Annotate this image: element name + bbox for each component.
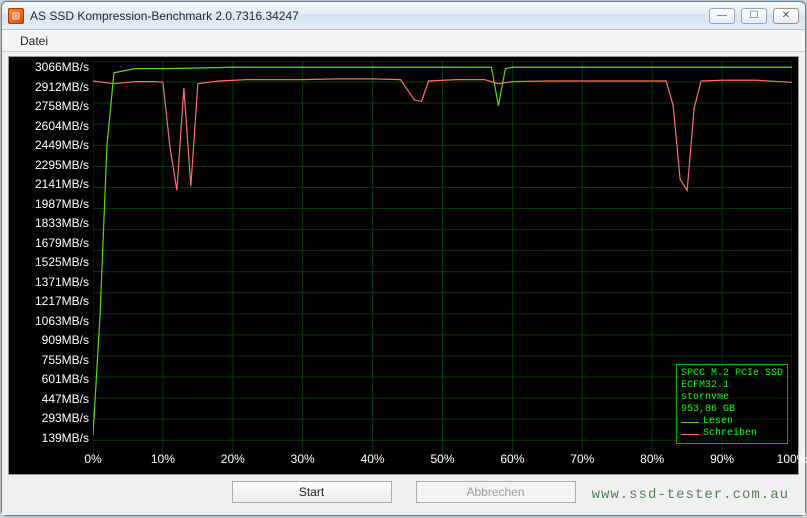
y-tick-label: 2295MB/s [11, 157, 89, 173]
y-tick-label: 1063MB/s [11, 313, 89, 329]
chart-container: 3066MB/s 2912MB/s 2758MB/s 2604MB/s 2449MB/s… [8, 56, 799, 475]
start-button[interactable]: Start [232, 481, 392, 503]
y-tick-label: 1217MB/s [11, 293, 89, 309]
window-title: AS SSD Kompression-Benchmark 2.0.7316.34… [30, 9, 709, 23]
y-tick-label: 1371MB/s [11, 274, 89, 290]
window-controls: — ☐ ✕ [709, 8, 799, 24]
cancel-button: Abbrechen [416, 481, 576, 503]
legend-box: SPCC M.2 PCIe SSD ECFM32.1 stornvme 953,… [676, 364, 788, 444]
x-tick-label: 80% [640, 452, 664, 466]
legend-label-lesen: Lesen [703, 416, 733, 428]
y-tick-label: 909MB/s [11, 332, 89, 348]
legend-swatch-schreiben [681, 434, 699, 435]
x-tick-label: 50% [430, 452, 454, 466]
y-axis-labels: 3066MB/s 2912MB/s 2758MB/s 2604MB/s 2449MB/s… [9, 57, 93, 448]
legend-swatch-lesen [681, 422, 699, 423]
minimize-button[interactable]: — [709, 8, 735, 24]
y-tick-label: 293MB/s [11, 410, 89, 426]
y-tick-label: 139MB/s [11, 430, 89, 446]
y-tick-label: 2912MB/s [11, 79, 89, 95]
legend-capacity: 953,86 GB [681, 404, 783, 416]
y-tick-label: 1679MB/s [11, 235, 89, 251]
legend-driver: stornvme [681, 392, 783, 404]
legend-device-line1: SPCC M.2 PCIe SSD [681, 368, 783, 380]
legend-device-line2: ECFM32.1 [681, 380, 783, 392]
x-tick-label: 40% [361, 452, 385, 466]
y-tick-label: 2449MB/s [11, 137, 89, 153]
y-tick-label: 2758MB/s [11, 98, 89, 114]
x-tick-label: 60% [500, 452, 524, 466]
y-tick-label: 1525MB/s [11, 254, 89, 270]
buttons-row: Start Abbrechen www.ssd-tester.com.au [8, 475, 799, 509]
content-area: 3066MB/s 2912MB/s 2758MB/s 2604MB/s 2449MB/s… [2, 52, 805, 515]
y-tick-label: 755MB/s [11, 352, 89, 368]
legend-label-schreiben: Schreiben [703, 428, 757, 440]
window-frame: AS SSD Kompression-Benchmark 2.0.7316.34… [1, 1, 806, 516]
legend-row-schreiben: Schreiben [681, 428, 783, 440]
watermark-text: www.ssd-tester.com.au [592, 487, 789, 503]
y-tick-label: 2604MB/s [11, 118, 89, 134]
legend-row-lesen: Lesen [681, 416, 783, 428]
y-tick-label: 1987MB/s [11, 196, 89, 212]
x-tick-label: 100% [777, 452, 807, 466]
close-button[interactable]: ✕ [773, 8, 799, 24]
y-tick-label: 1833MB/s [11, 215, 89, 231]
x-axis-labels: 0%10%20%30%40%50%60%70%80%90%100% [93, 452, 792, 470]
y-tick-label: 447MB/s [11, 391, 89, 407]
x-tick-label: 90% [710, 452, 734, 466]
x-tick-label: 10% [151, 452, 175, 466]
y-tick-label: 601MB/s [11, 371, 89, 387]
menubar: Datei [2, 30, 805, 52]
maximize-button[interactable]: ☐ [741, 8, 767, 24]
x-tick-label: 20% [221, 452, 245, 466]
menu-datei[interactable]: Datei [12, 32, 56, 50]
x-tick-label: 0% [84, 452, 101, 466]
app-icon [8, 8, 24, 24]
y-tick-label: 3066MB/s [11, 59, 89, 75]
x-tick-label: 30% [291, 452, 315, 466]
titlebar[interactable]: AS SSD Kompression-Benchmark 2.0.7316.34… [2, 2, 805, 30]
y-tick-label: 2141MB/s [11, 176, 89, 192]
x-tick-label: 70% [570, 452, 594, 466]
